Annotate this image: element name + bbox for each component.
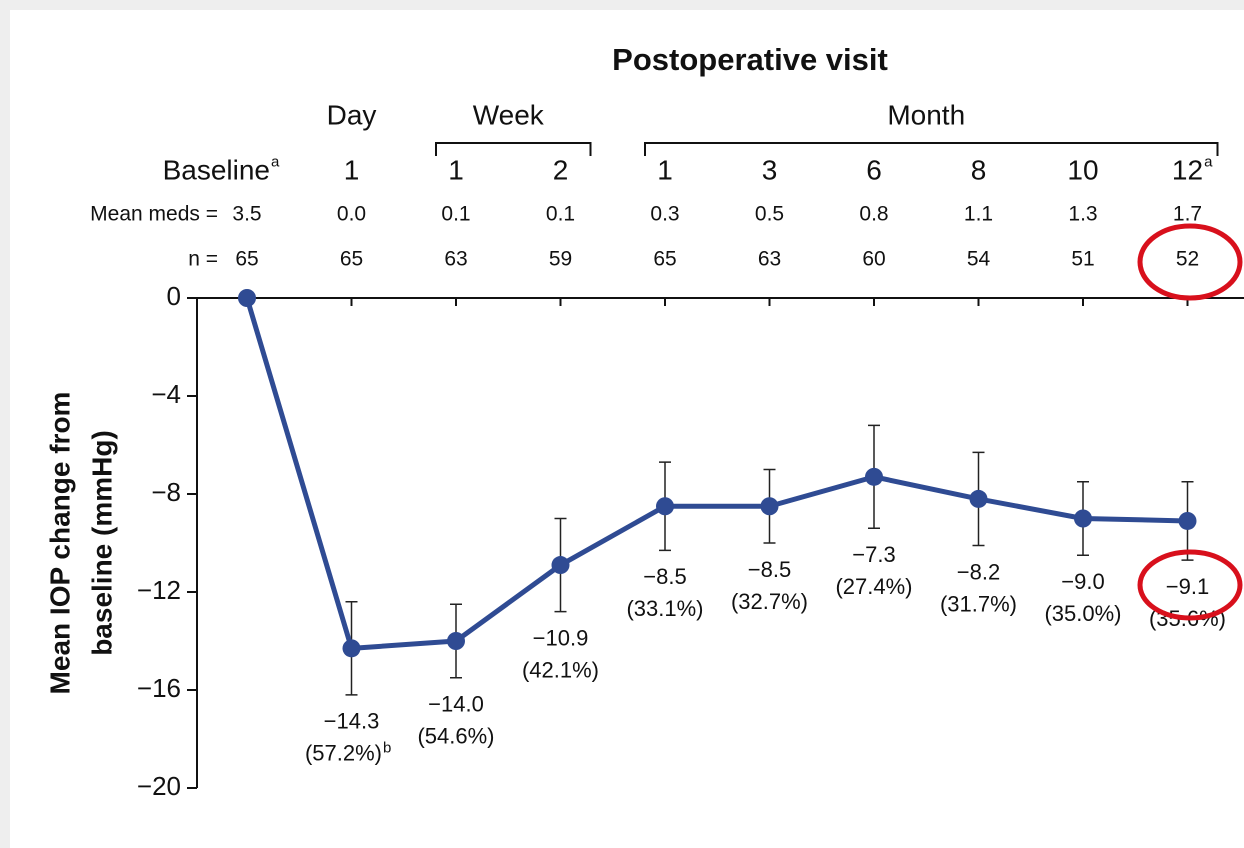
meds-value: 1.1: [964, 203, 993, 226]
data-point: [1178, 511, 1197, 530]
category-label: Baseline: [163, 154, 270, 185]
percent-label: (42.1%): [522, 657, 599, 682]
data-point: [551, 556, 570, 575]
meds-value: 3.5: [232, 203, 261, 226]
n-value: 65: [235, 248, 258, 271]
data-point: [342, 639, 361, 658]
data-point: [865, 467, 883, 486]
n-value: 59: [549, 248, 572, 271]
value-label: −14.0: [428, 692, 484, 717]
group-bracket: [644, 142, 1219, 156]
data-line: [244, 297, 1188, 651]
category-label: 2: [553, 154, 569, 185]
percent-label: (57.2%): [305, 741, 382, 766]
value-label: −8.5: [643, 564, 686, 589]
data-point: [969, 489, 988, 508]
y-axis-label: baseline (mmHg): [86, 430, 117, 656]
y-tick-label: −16: [137, 673, 181, 703]
data-point: [760, 497, 779, 516]
meds-value: 0.1: [546, 203, 575, 226]
category-label: 10: [1067, 154, 1098, 185]
n-value: 63: [444, 248, 467, 271]
meds-value: 0.8: [859, 203, 888, 226]
data-point: [1074, 509, 1092, 528]
n-value: 51: [1071, 248, 1094, 271]
category-label: 1: [657, 154, 673, 185]
meds-value: 1.7: [1173, 203, 1202, 226]
meds-value: 0.3: [650, 203, 679, 226]
percent-label: (35.0%): [1044, 601, 1121, 626]
category-label: 8: [971, 154, 987, 185]
n-label: n =: [188, 248, 218, 271]
n-value: 63: [758, 248, 781, 271]
percent-label: (31.7%): [940, 591, 1017, 616]
meds-label: Mean meds =: [90, 203, 218, 226]
n-value: 60: [862, 248, 885, 271]
value-label: −8.2: [957, 559, 1000, 584]
percent-label: (27.4%): [835, 574, 912, 599]
data-point: [447, 632, 465, 650]
category-label: 6: [866, 154, 882, 185]
meds-value: 0.5: [755, 203, 784, 226]
footnote-mark: a: [1204, 153, 1213, 170]
chart-title: Postoperative visit: [612, 42, 888, 77]
group-label: Month: [887, 99, 965, 130]
top-edge: [0, 0, 1244, 10]
category-label: 1: [448, 154, 464, 185]
y-tick-label: −4: [151, 379, 181, 409]
value-label: −9.1: [1166, 574, 1209, 599]
y-tick-label: −8: [151, 477, 181, 507]
n-value: 52: [1176, 248, 1199, 271]
category-label: 1: [344, 154, 360, 185]
category-label: 3: [762, 154, 778, 185]
value-label: −10.9: [533, 625, 589, 650]
y-tick-label: −12: [137, 575, 181, 605]
y-axis-label: Mean IOP change from: [44, 392, 75, 695]
percent-label: (33.1%): [626, 596, 703, 621]
group-label: Day: [327, 99, 377, 130]
value-label: −7.3: [852, 542, 895, 567]
y-tick-label: −20: [137, 771, 181, 801]
value-label: −9.0: [1061, 569, 1104, 594]
footnote-mark: b: [383, 740, 391, 757]
data-point: [238, 289, 256, 307]
meds-value: 1.3: [1068, 203, 1097, 226]
meds-value: 0.0: [337, 203, 366, 226]
group-bracket: [435, 142, 592, 156]
highlight-circle: [1137, 549, 1243, 621]
meds-value: 0.1: [441, 203, 470, 226]
percent-label: (54.6%): [417, 724, 494, 749]
n-value: 65: [653, 248, 676, 271]
percent-label: (32.7%): [731, 589, 808, 614]
data-point: [656, 497, 674, 516]
group-label: Week: [473, 99, 545, 130]
y-tick-label: 0: [167, 281, 181, 311]
value-label: −8.5: [748, 557, 791, 582]
n-value: 65: [340, 248, 363, 271]
footnote-mark: a: [271, 153, 280, 170]
left-edge: [0, 0, 10, 848]
n-value: 54: [967, 248, 991, 271]
value-label: −14.3: [324, 709, 380, 734]
highlight-circle: [1137, 223, 1243, 301]
category-label: 12: [1172, 154, 1203, 185]
